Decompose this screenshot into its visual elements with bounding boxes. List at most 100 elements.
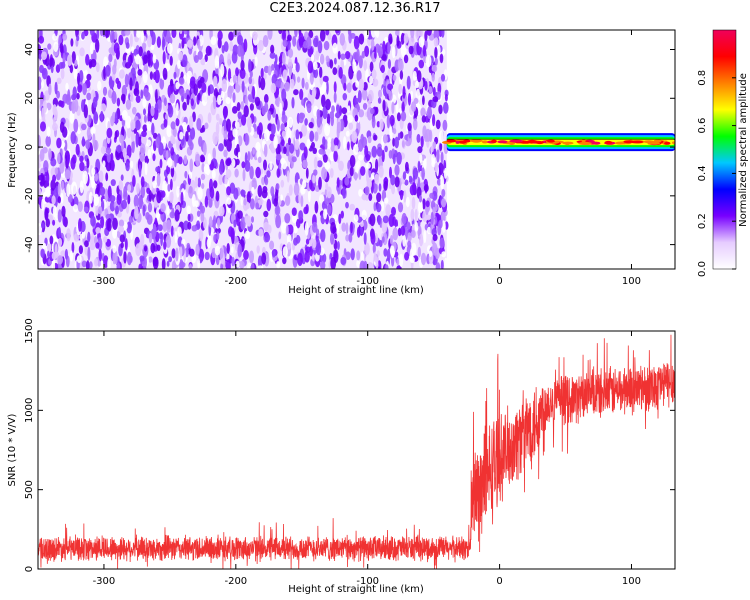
noise-speck: [392, 153, 396, 165]
noise-speck: [91, 232, 94, 243]
noise-speck: [267, 65, 272, 76]
noise-speck: [288, 137, 291, 146]
noise-speck: [283, 146, 287, 155]
noise-speck: [223, 41, 229, 53]
noise-speck: [206, 238, 211, 249]
noise-speck: [377, 46, 383, 58]
x-tick-label: 0: [496, 576, 502, 587]
noise-speck: [233, 219, 237, 228]
noise-speck: [124, 30, 131, 36]
noise-speck: [345, 201, 349, 209]
noise-speck: [197, 50, 203, 61]
noise-speck: [261, 189, 268, 199]
noise-speck: [92, 96, 98, 109]
noise-speck: [226, 197, 232, 205]
noise-speck: [149, 30, 154, 38]
noise-speck: [305, 238, 310, 245]
noise-speck: [370, 232, 376, 245]
noise-speck: [72, 86, 77, 100]
noise-speck: [135, 95, 141, 103]
noise-speck: [179, 131, 184, 140]
noise-speck: [130, 160, 134, 169]
noise-speck: [246, 191, 251, 204]
noise-speck: [336, 121, 342, 134]
noise-speck: [369, 75, 374, 85]
noise-speck: [389, 114, 395, 127]
noise-speck: [251, 216, 254, 223]
noise-speck: [425, 128, 431, 142]
noise-speck: [441, 198, 447, 208]
noise-speck: [308, 121, 314, 129]
noise-speck: [134, 54, 141, 65]
y-tick-label: 20: [24, 92, 35, 105]
noise-speck: [95, 38, 100, 53]
noise-speck: [383, 248, 388, 257]
noise-speck: [183, 220, 190, 231]
noise-speck: [89, 30, 95, 37]
noise-speck: [266, 198, 272, 212]
noise-speck: [86, 260, 90, 269]
noise-speck: [356, 160, 361, 169]
noise-speck: [403, 54, 409, 64]
noise-speck: [204, 54, 208, 63]
noise-speck: [364, 45, 370, 57]
noise-speck: [411, 196, 416, 210]
noise-speck: [168, 256, 173, 263]
noise-speck: [381, 236, 385, 243]
noise-speck: [384, 197, 389, 204]
snr-ylabel: SNR (10 * V/V): [7, 413, 18, 486]
noise-speck: [57, 152, 61, 165]
noise-speck: [318, 148, 325, 155]
noise-speck: [56, 77, 62, 85]
noise-speck: [45, 186, 51, 198]
noise-speck: [276, 168, 281, 178]
noise-speck: [204, 251, 210, 261]
noise-speck: [127, 56, 131, 67]
noise-speck: [100, 110, 104, 123]
noise-speck: [311, 54, 315, 62]
noise-speck: [404, 179, 409, 186]
noise-speck: [142, 98, 147, 108]
noise-speck: [358, 33, 365, 45]
noise-speck: [382, 134, 388, 144]
noise-speck: [430, 211, 434, 225]
noise-speck: [356, 48, 360, 62]
noise-speck: [232, 74, 237, 84]
noise-speck: [338, 66, 343, 79]
noise-speck: [155, 166, 161, 173]
noise-speck: [389, 126, 393, 140]
noise-speck: [189, 248, 195, 257]
noise-speck: [148, 232, 153, 244]
signal-peak: [469, 139, 483, 143]
noise-speck: [317, 160, 323, 168]
noise-speck: [337, 50, 341, 60]
noise-speck: [38, 188, 42, 196]
noise-speck: [73, 233, 80, 242]
noise-speck: [420, 252, 427, 266]
noise-speck: [360, 166, 366, 176]
noise-speck: [139, 152, 145, 163]
noise-speck: [152, 256, 159, 269]
noise-speck: [422, 198, 426, 210]
noise-speck: [119, 69, 125, 79]
noise-speck: [415, 88, 421, 101]
noise-speck: [313, 37, 319, 48]
noise-speck: [189, 127, 196, 140]
noise-speck: [172, 127, 177, 138]
noise-speck: [140, 89, 144, 99]
noise-speck: [361, 209, 367, 221]
noise-speck: [325, 30, 330, 36]
noise-speck: [320, 261, 326, 269]
noise-speck: [341, 107, 348, 115]
noise-speck: [423, 184, 429, 193]
noise-speck: [215, 255, 220, 266]
noise-speck: [81, 260, 87, 268]
noise-speck: [227, 53, 231, 67]
noise-speck: [158, 232, 164, 240]
noise-speck: [354, 97, 359, 105]
noise-speck: [238, 260, 245, 269]
noise-speck: [138, 46, 143, 57]
noise-speck: [232, 92, 236, 103]
noise-speck: [118, 225, 125, 233]
